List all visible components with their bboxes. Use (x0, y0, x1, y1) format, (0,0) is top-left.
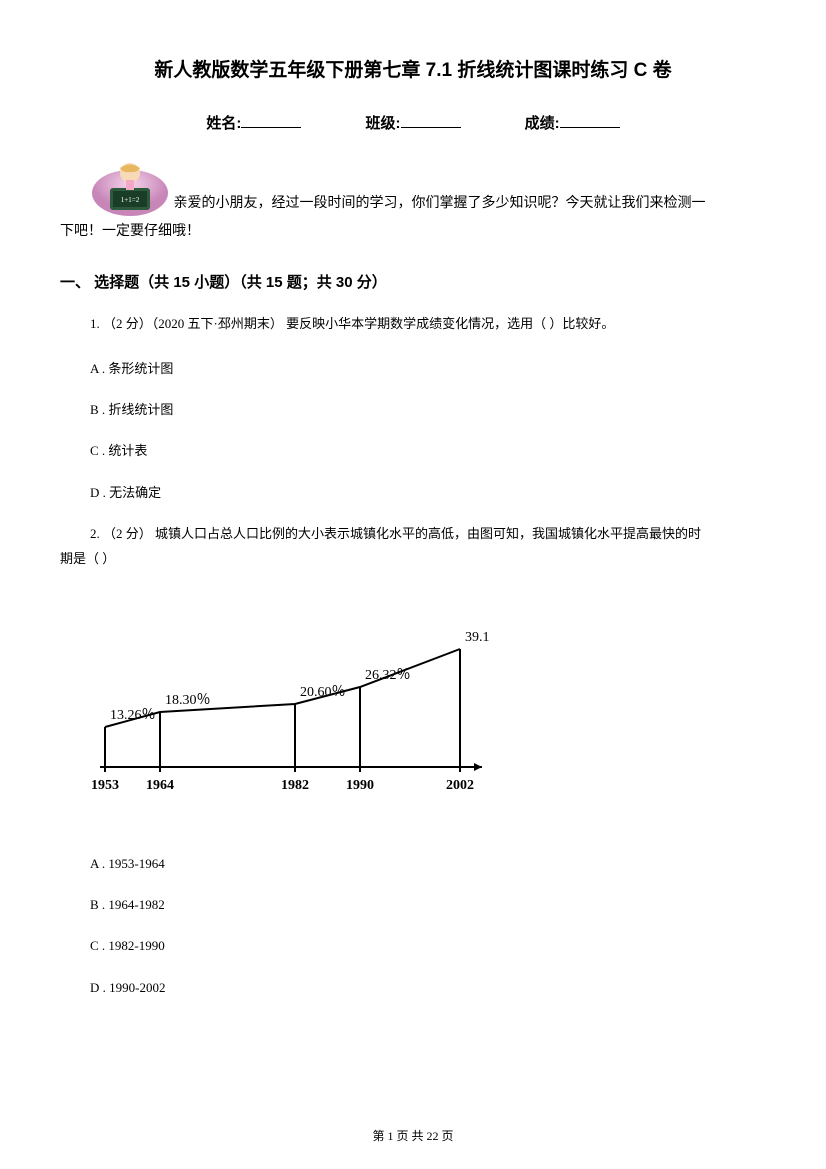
intro-text-1: 亲爱的小朋友，经过一段时间的学习，你们掌握了多少知识呢？今天就让我们来检测一 (170, 196, 706, 211)
svg-text:2002: 2002 (446, 778, 474, 793)
cartoon-image: 1+1=2 (90, 158, 170, 218)
q2-option-d: D . 1990-2002 (60, 976, 766, 999)
q2-option-a: A . 1953-1964 (60, 852, 766, 875)
q2-option-c: C . 1982-1990 (60, 934, 766, 957)
q1-option-c: C . 统计表 (60, 439, 766, 462)
svg-text:1964: 1964 (146, 778, 174, 793)
q2-text-1: 2. （2 分） 城镇人口占总人口比例的大小表示城镇化水平的高低，由图可知，我国… (60, 522, 766, 547)
q1-option-a: A . 条形统计图 (60, 357, 766, 380)
svg-text:1990: 1990 (346, 778, 374, 793)
student-info-line: 姓名: 班级: 成绩: (60, 112, 766, 133)
svg-text:18.30％: 18.30％ (165, 693, 211, 708)
svg-text:1982: 1982 (281, 778, 309, 793)
intro-text-2: 下吧！一定要仔细哦！ (60, 218, 766, 246)
score-blank[interactable] (560, 127, 620, 128)
name-blank[interactable] (241, 127, 301, 128)
name-label: 姓名: (206, 115, 241, 132)
intro-section: 1+1=2 亲爱的小朋友，经过一段时间的学习，你们掌握了多少知识呢？今天就让我们… (60, 153, 766, 246)
svg-text:13.26％: 13.26％ (110, 708, 156, 723)
question-1: 1. （2 分）（2020 五下·邳州期末） 要反映小华本学期数学成绩变化情况，… (60, 312, 766, 337)
svg-text:39.1％: 39.1％ (465, 630, 490, 645)
class-label: 班级: (366, 115, 401, 132)
q2-text-2: 期是（ ） (60, 547, 766, 572)
svg-text:1953: 1953 (91, 778, 119, 793)
urbanization-chart: 13.26％ 18.30％ 20.60％ 26.32％ 39.1％ 1953 1964 198… (90, 592, 490, 822)
q1-option-d: D . 无法确定 (60, 481, 766, 504)
svg-text:26.32％: 26.32％ (365, 668, 411, 683)
q2-option-b: B . 1964-1982 (60, 893, 766, 916)
svg-text:20.60％: 20.60％ (300, 685, 346, 700)
question-2: 2. （2 分） 城镇人口占总人口比例的大小表示城镇化水平的高低，由图可知，我国… (60, 522, 766, 571)
section-1-header: 一、 选择题（共 15 小题）（共 15 题；共 30 分） (60, 271, 766, 292)
svg-text:1+1=2: 1+1=2 (121, 196, 140, 204)
q1-option-b: B . 折线统计图 (60, 398, 766, 421)
score-label: 成绩: (525, 115, 560, 132)
class-blank[interactable] (401, 127, 461, 128)
page-footer: 第 1 页 共 22 页 (0, 1127, 826, 1144)
page-title: 新人教版数学五年级下册第七章 7.1 折线统计图课时练习 C 卷 (60, 55, 766, 82)
